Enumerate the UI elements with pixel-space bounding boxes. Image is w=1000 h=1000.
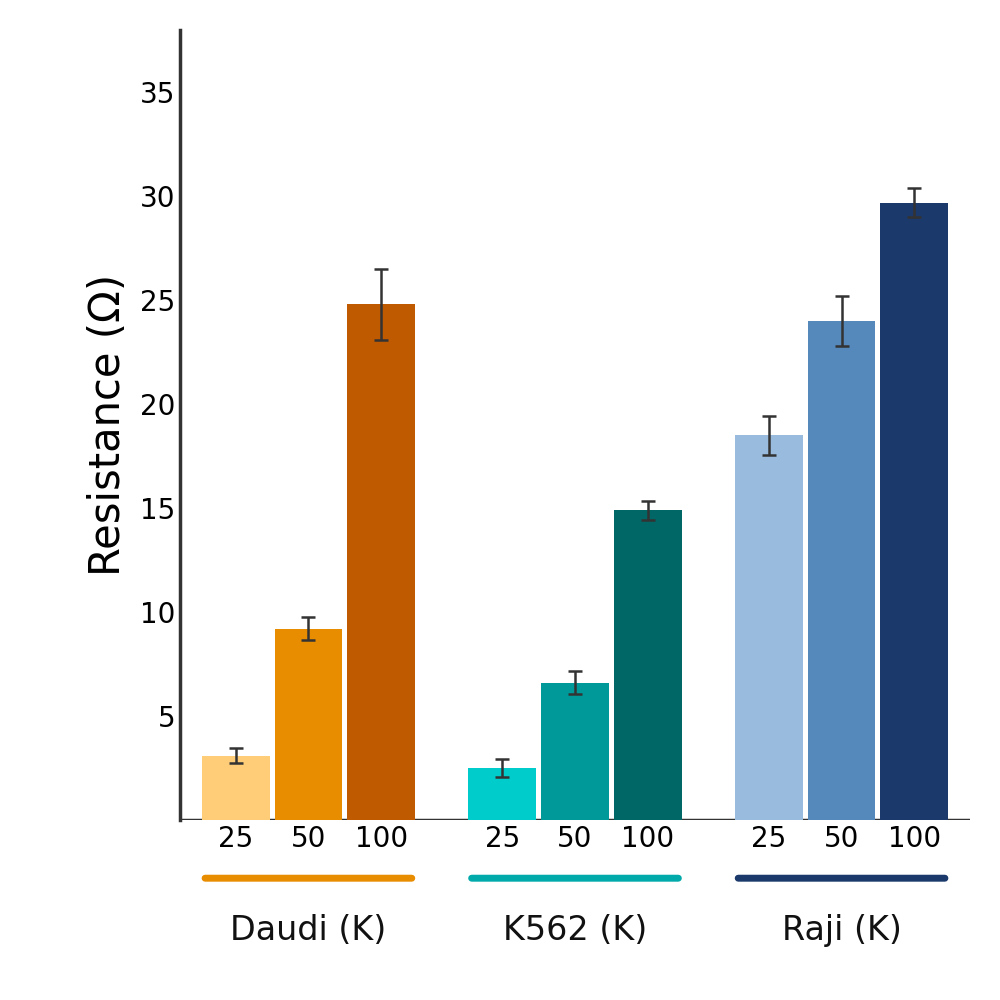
Bar — [541, 683, 609, 820]
Text: Raji (K): Raji (K) — [782, 914, 902, 947]
Bar — [275, 629, 342, 820]
Bar — [735, 435, 803, 820]
Bar — [468, 768, 536, 820]
Bar — [614, 510, 682, 820]
Y-axis label: Resistance (Ω): Resistance (Ω) — [87, 274, 129, 576]
Bar — [808, 321, 875, 820]
Bar — [202, 756, 270, 820]
Text: K562 (K): K562 (K) — [503, 914, 647, 947]
Bar — [880, 203, 948, 820]
Bar — [347, 304, 415, 820]
Text: Daudi (K): Daudi (K) — [230, 914, 387, 947]
